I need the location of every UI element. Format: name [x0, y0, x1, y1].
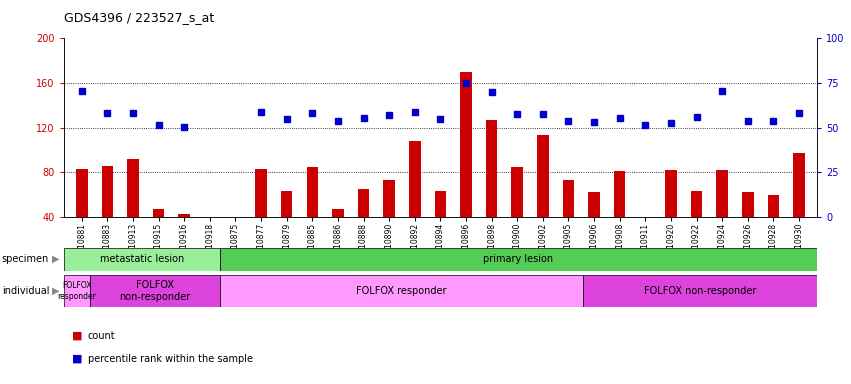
Bar: [768, 195, 780, 217]
Bar: [64, 275, 90, 307]
Text: FOLFOX responder: FOLFOX responder: [357, 286, 447, 296]
Text: FOLFOX
responder: FOLFOX responder: [57, 281, 96, 301]
Bar: [306, 167, 318, 217]
Bar: [537, 136, 549, 217]
Bar: [717, 170, 728, 217]
Text: individual: individual: [2, 286, 49, 296]
Bar: [511, 167, 523, 217]
Text: GDS4396 / 223527_s_at: GDS4396 / 223527_s_at: [64, 12, 214, 25]
Bar: [409, 141, 420, 217]
Text: primary lesion: primary lesion: [483, 254, 553, 264]
Bar: [64, 248, 220, 271]
Bar: [220, 275, 583, 307]
Bar: [281, 191, 293, 217]
Bar: [76, 169, 88, 217]
Text: ▶: ▶: [52, 286, 60, 296]
Bar: [384, 180, 395, 217]
Bar: [742, 192, 753, 217]
Bar: [153, 209, 164, 217]
Bar: [614, 171, 625, 217]
Text: metastatic lesion: metastatic lesion: [100, 254, 184, 264]
Text: count: count: [88, 331, 115, 341]
Text: specimen: specimen: [2, 254, 49, 264]
Bar: [563, 180, 574, 217]
Bar: [588, 192, 600, 217]
Bar: [255, 169, 267, 217]
Bar: [460, 72, 471, 217]
Bar: [357, 189, 369, 217]
Bar: [665, 170, 677, 217]
Bar: [90, 275, 220, 307]
Text: ▶: ▶: [52, 254, 60, 264]
Text: FOLFOX
non-responder: FOLFOX non-responder: [119, 280, 191, 302]
Text: ■: ■: [72, 354, 83, 364]
Bar: [220, 248, 817, 271]
Bar: [435, 191, 446, 217]
Text: percentile rank within the sample: percentile rank within the sample: [88, 354, 253, 364]
Text: FOLFOX non-responder: FOLFOX non-responder: [644, 286, 757, 296]
Bar: [179, 214, 190, 217]
Bar: [101, 166, 113, 217]
Text: ■: ■: [72, 331, 83, 341]
Bar: [691, 191, 702, 217]
Bar: [128, 159, 139, 217]
Bar: [793, 153, 805, 217]
Bar: [486, 120, 497, 217]
Bar: [332, 209, 344, 217]
Bar: [583, 275, 817, 307]
